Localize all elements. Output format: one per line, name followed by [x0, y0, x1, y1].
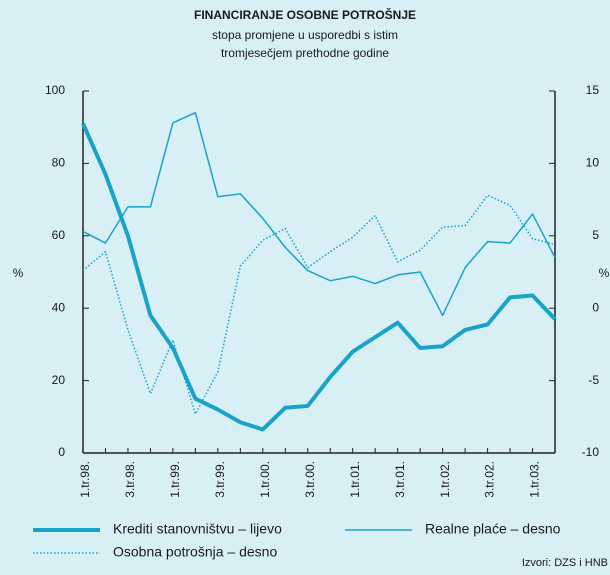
- x-tick-label: 1.tr.99.: [168, 461, 182, 498]
- x-tick-label: 3.tr.99.: [213, 461, 227, 498]
- source: Izvori: DZS i HNB: [522, 557, 608, 569]
- y2-tick-label: 15: [586, 83, 600, 97]
- legend-label: Realne plaće – desno: [425, 521, 561, 537]
- data-line: [82, 194, 556, 415]
- y-tick-label: 80: [52, 156, 66, 170]
- x-tick-label: 1.tr.00.: [258, 461, 272, 498]
- x-tick-label: 1.tr.98.: [78, 461, 92, 498]
- y2-tick-label: 5: [592, 228, 599, 242]
- chart-subtitle: tromjesečjem prethodne godine: [221, 46, 389, 60]
- y2-tick-label: -10: [582, 445, 600, 459]
- x-tick-label: 3.tr.01.: [393, 461, 407, 498]
- y-tick-label: 60: [52, 228, 66, 242]
- data-line: [81, 122, 557, 432]
- legend-label: Krediti stanovništvu – lijevo: [113, 521, 282, 537]
- legend-label: Osobna potrošnja – desno: [113, 544, 277, 560]
- y-tick-label: 0: [58, 445, 65, 459]
- y2-axis-label: %: [599, 266, 610, 280]
- y2-tick-label: 10: [586, 156, 600, 170]
- x-tick-label: 1.tr.03.: [528, 461, 542, 498]
- x-tick-label: 1.tr.02.: [438, 461, 452, 498]
- y-tick-label: 100: [45, 83, 65, 97]
- x-tick-label: 3.tr.98.: [123, 461, 137, 498]
- y-tick-label: 20: [52, 373, 66, 387]
- y2-tick-label: -5: [588, 373, 599, 387]
- x-tick-label: 3.tr.02.: [483, 461, 497, 498]
- x-tick-label: 1.tr.01.: [348, 461, 362, 498]
- y-tick-label: 40: [52, 300, 66, 314]
- y-axis-label: %: [13, 266, 24, 280]
- y2-tick-label: 0: [592, 300, 599, 314]
- chart-title: FINANCIRANJE OSOBNE POTROŠNJE: [194, 7, 416, 22]
- x-tick-label: 3.tr.00.: [303, 461, 317, 498]
- chart-subtitle: stopa promjene u usporedbi s istim: [212, 28, 398, 42]
- data-line: [82, 111, 556, 317]
